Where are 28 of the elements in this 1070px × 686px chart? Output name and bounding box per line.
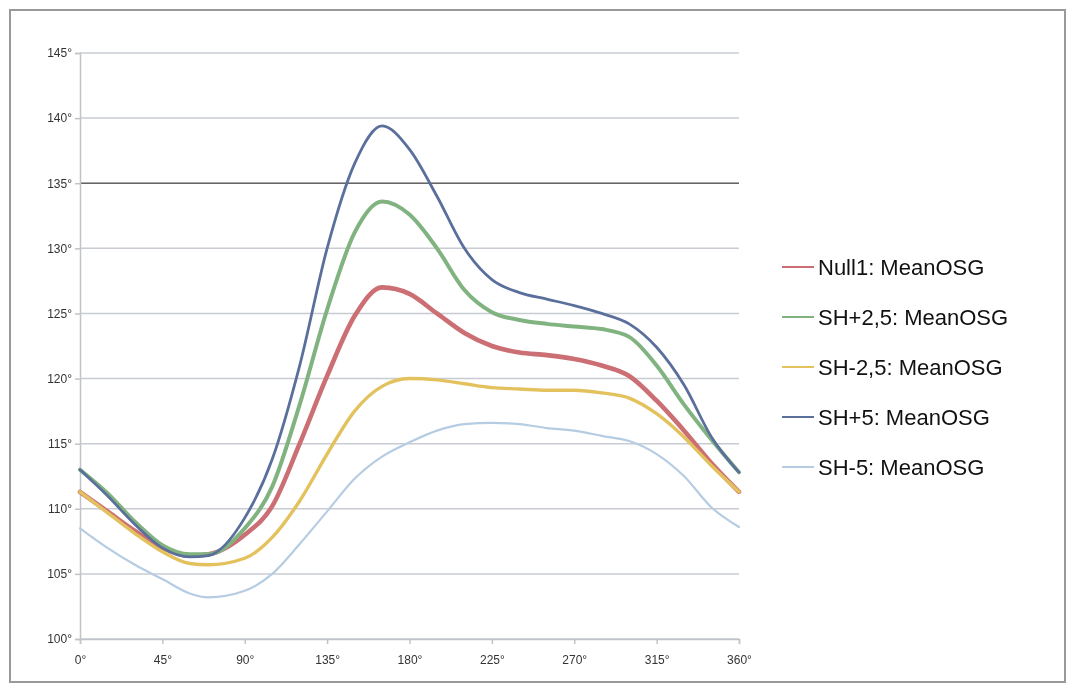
legend-label: SH-5: MeanOSG	[818, 455, 985, 480]
line-series	[78, 124, 741, 559]
y-tick-label: 145°	[47, 46, 73, 61]
y-tick-label: 115°	[48, 437, 73, 452]
y-tick-label: 140°	[47, 111, 73, 126]
y-tick-label: 105°	[47, 567, 73, 582]
line-series	[78, 421, 741, 599]
y-tick-label: 110°	[48, 502, 73, 517]
line-series	[78, 199, 741, 557]
x-tick-label: 0°	[74, 652, 87, 667]
y-tick-label: 135°	[47, 176, 73, 191]
x-tick-label: 360°	[727, 652, 753, 667]
y-tick-label: 130°	[47, 241, 73, 256]
x-tick-label: 315°	[644, 652, 670, 667]
x-tick-label: 225°	[479, 652, 505, 667]
y-tick-label: 120°	[47, 371, 73, 386]
y-tick-label: 100°	[47, 632, 73, 647]
legend-label: Null1: MeanOSG	[818, 255, 985, 280]
legend-label: SH-2,5: MeanOSG	[818, 355, 1003, 380]
y-tick-label: 125°	[47, 306, 73, 321]
x-tick-label: 135°	[315, 652, 341, 667]
x-tick-label: 270°	[562, 652, 588, 667]
legend-label: SH+2,5: MeanOSG	[818, 305, 1009, 330]
legend-label: SH+5: MeanOSG	[818, 405, 990, 430]
x-tick-label: 90°	[236, 652, 255, 667]
line-series	[78, 376, 741, 567]
x-tick-label: 45°	[153, 652, 173, 667]
x-tick-label: 180°	[397, 652, 423, 667]
